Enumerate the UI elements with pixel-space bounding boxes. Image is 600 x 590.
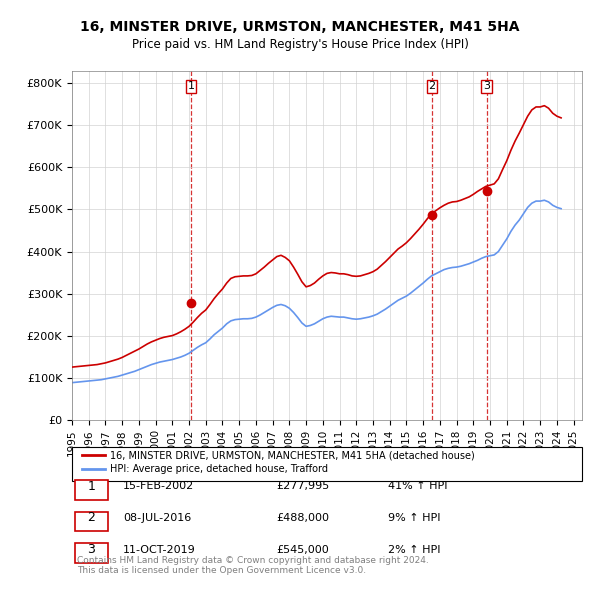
Text: £545,000: £545,000 [276,545,329,555]
Text: 11-OCT-2019: 11-OCT-2019 [123,545,196,555]
Text: 3: 3 [87,543,95,556]
FancyBboxPatch shape [74,480,108,500]
Text: 08-JUL-2016: 08-JUL-2016 [123,513,191,523]
Text: £277,995: £277,995 [276,481,329,491]
FancyBboxPatch shape [74,512,108,532]
Text: 1: 1 [87,480,95,493]
Text: £488,000: £488,000 [276,513,329,523]
Text: 9% ↑ HPI: 9% ↑ HPI [388,513,440,523]
Text: 2: 2 [87,512,95,525]
Text: 1: 1 [188,81,194,91]
Text: 15-FEB-2002: 15-FEB-2002 [123,481,194,491]
Text: 2% ↑ HPI: 2% ↑ HPI [388,545,440,555]
Text: Price paid vs. HM Land Registry's House Price Index (HPI): Price paid vs. HM Land Registry's House … [131,38,469,51]
Text: 2: 2 [428,81,436,91]
Text: 41% ↑ HPI: 41% ↑ HPI [388,481,448,491]
FancyBboxPatch shape [74,543,108,563]
FancyBboxPatch shape [72,447,582,481]
Text: Contains HM Land Registry data © Crown copyright and database right 2024.
This d: Contains HM Land Registry data © Crown c… [77,556,429,575]
Text: 3: 3 [483,81,490,91]
Text: 16, MINSTER DRIVE, URMSTON, MANCHESTER, M41 5HA: 16, MINSTER DRIVE, URMSTON, MANCHESTER, … [80,19,520,34]
Text: 16, MINSTER DRIVE, URMSTON, MANCHESTER, M41 5HA (detached house): 16, MINSTER DRIVE, URMSTON, MANCHESTER, … [110,450,475,460]
Text: HPI: Average price, detached house, Trafford: HPI: Average price, detached house, Traf… [110,464,328,474]
